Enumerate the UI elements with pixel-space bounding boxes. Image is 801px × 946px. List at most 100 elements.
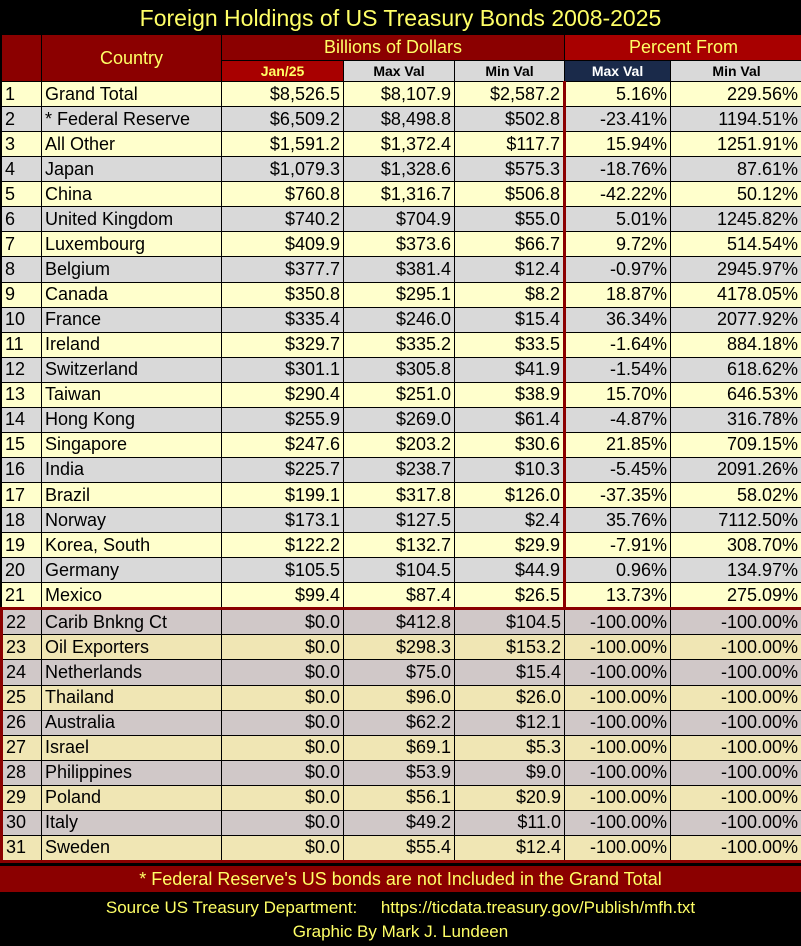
country-cell: Poland (41, 784, 222, 811)
table-row: 26 Australia $0.0 $62.2 $12.1 -100.00% -100.00… (0, 709, 801, 736)
rank-cell: 21 (1, 582, 42, 610)
pct-min-cell: 7112.50% (670, 507, 801, 534)
table-row: 18 Norway $173.1 $127.5 $2.4 35.76% 7112.50% (1, 507, 801, 534)
min-val-header: Min Val (453, 60, 566, 82)
country-header: Country (41, 34, 222, 82)
country-cell: China (41, 181, 222, 208)
table-row: 3 All Other $1,591.2 $1,372.4 $117.7 15.94% 12… (1, 131, 801, 158)
min-cell: $5.3 (453, 734, 566, 761)
jan25-cell: $329.7 (221, 331, 344, 358)
pct-min-cell: 1251.91% (670, 131, 801, 158)
min-cell: $44.9 (453, 557, 566, 584)
pct-min-cell: -100.00% (670, 607, 801, 636)
country-cell: All Other (41, 131, 222, 158)
max-cell: $317.8 (343, 481, 455, 509)
country-cell: * Federal Reserve (41, 106, 222, 133)
rank-cell: 28 (0, 759, 42, 786)
min-cell: $30.6 (453, 431, 566, 458)
pct-max-cell: -100.00% (564, 809, 672, 836)
rank-cell: 1 (1, 80, 42, 108)
billions-header: Billions of Dollars (220, 34, 566, 61)
rank-cell: 14 (1, 406, 42, 433)
country-cell: Sweden (41, 834, 222, 864)
rank-cell: 9 (1, 281, 42, 308)
pct-max-cell: 0.96% (563, 557, 672, 584)
min-cell: $2,587.2 (453, 80, 566, 108)
jan25-cell: $255.9 (221, 406, 344, 433)
pct-min-cell: 618.62% (670, 356, 801, 383)
table-row: 7 Luxembourg $409.9 $373.6 $66.7 9.72% 514.54% (1, 231, 801, 258)
country-cell: Hong Kong (41, 406, 222, 433)
table-row: 14 Hong Kong $255.9 $269.0 $61.4 -4.87% 316.78… (1, 406, 801, 433)
table-row: 22 Carib Bnkng Ct $0.0 $412.8 $104.5 -100.00%… (0, 607, 801, 636)
pct-min-cell: 2077.92% (670, 306, 801, 333)
pct-min-cell: 514.54% (670, 231, 801, 258)
pct-max-cell: 15.94% (563, 131, 672, 158)
min-cell: $15.4 (453, 659, 566, 686)
country-cell: Italy (41, 809, 222, 836)
table-row: 12 Switzerland $301.1 $305.8 $41.9 -1.54% 618.… (1, 356, 801, 383)
source-line: Source US Treasury Department: https://t… (0, 896, 801, 920)
pct-max-cell: -1.54% (563, 356, 672, 383)
table-row: 23 Oil Exporters $0.0 $298.3 $153.2 -100.00% -… (0, 634, 801, 661)
jan25-cell: $301.1 (221, 356, 344, 383)
rank-cell: 26 (0, 709, 42, 736)
rank-cell: 19 (1, 532, 42, 559)
max-cell: $87.4 (343, 582, 455, 610)
min-cell: $26.5 (453, 582, 566, 610)
rank-cell: 16 (1, 456, 42, 484)
country-cell: Germany (41, 557, 222, 584)
rank-cell: 11 (1, 331, 42, 358)
country-cell: Israel (41, 734, 222, 761)
jan25-cell: $0.0 (221, 734, 344, 761)
jan25-cell: $6,509.2 (221, 106, 344, 133)
jan25-cell: $0.0 (221, 607, 344, 636)
percent-from-header: Percent From (564, 34, 801, 61)
country-cell: Carib Bnkng Ct (41, 607, 222, 636)
pct-max-cell: -23.41% (563, 106, 672, 133)
min-cell: $11.0 (453, 809, 566, 836)
pct-min-cell: 1194.51% (670, 106, 801, 133)
pct-min-cell: 58.02% (670, 481, 801, 509)
country-cell: Norway (41, 507, 222, 534)
min-cell: $506.8 (453, 181, 566, 208)
pct-max-cell: -100.00% (564, 834, 672, 864)
min-cell: $502.8 (453, 106, 566, 133)
rank-cell: 13 (1, 381, 42, 408)
table-row: 24 Netherlands $0.0 $75.0 $15.4 -100.00% -100.… (0, 659, 801, 686)
pct-max-cell: -7.91% (563, 532, 672, 559)
jan25-cell: $1,079.3 (221, 156, 344, 183)
jan25-cell: $290.4 (221, 381, 344, 408)
rank-cell: 18 (1, 507, 42, 534)
pct-max-cell: -100.00% (564, 734, 672, 761)
country-cell: France (41, 306, 222, 333)
pct-max-cell: 36.34% (563, 306, 672, 333)
jan25-cell: $0.0 (221, 809, 344, 836)
jan25-cell: $377.7 (221, 256, 344, 283)
table-row: 2 * Federal Reserve $6,509.2 $8,498.8 $502.8… (1, 106, 801, 133)
max-cell: $269.0 (343, 406, 455, 433)
min-cell: $29.9 (453, 532, 566, 559)
pct-max-cell: -4.87% (563, 406, 672, 433)
source-url[interactable]: https://ticdata.treasury.gov/Publish/mfh… (380, 898, 696, 917)
rank-cell: 2 (1, 106, 42, 133)
pct-min-cell: -100.00% (670, 684, 801, 711)
max-cell: $8,107.9 (343, 80, 455, 108)
table-row: 31 Sweden $0.0 $55.4 $12.4 -100.00% -100.00% (0, 834, 801, 864)
jan25-cell: $0.0 (221, 784, 344, 811)
country-cell: Thailand (41, 684, 222, 711)
country-cell: Singapore (41, 431, 222, 458)
jan25-cell: $225.7 (221, 456, 344, 484)
pct-max-cell: -37.35% (563, 481, 672, 509)
min-cell: $26.0 (453, 684, 566, 711)
pct-min-cell: 646.53% (670, 381, 801, 408)
country-cell: Oil Exporters (41, 634, 222, 661)
jan25-cell: $173.1 (221, 507, 344, 534)
jan25-header: Jan/25 (221, 60, 344, 82)
max-val-header: Max Val (343, 60, 455, 82)
pct-min-cell: 1245.82% (670, 206, 801, 233)
min-cell: $33.5 (453, 331, 566, 358)
min-cell: $2.4 (453, 507, 566, 534)
pct-max-cell: -100.00% (564, 684, 672, 711)
country-cell: Australia (41, 709, 222, 736)
